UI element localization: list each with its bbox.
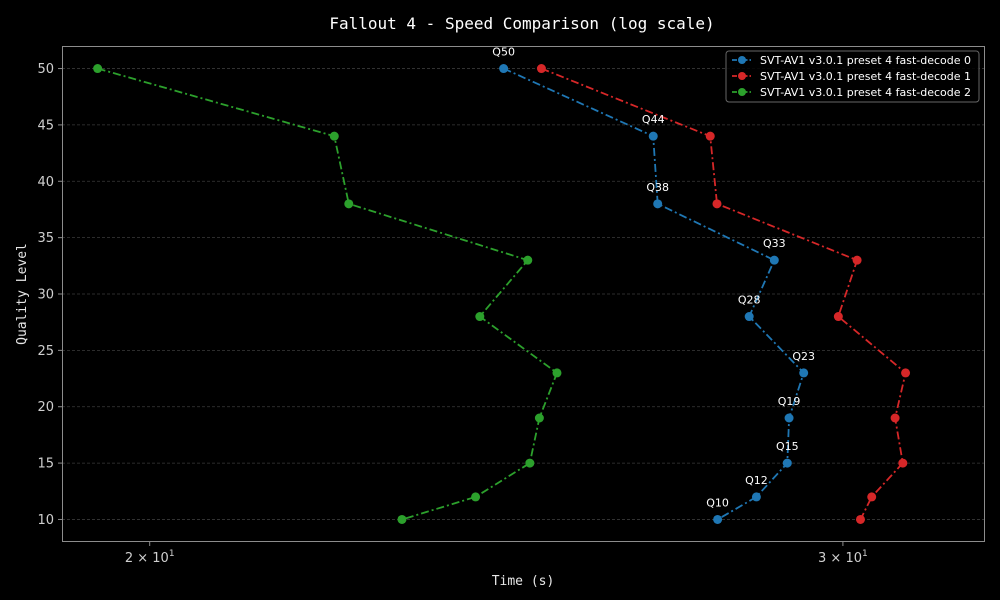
data-point (525, 458, 535, 468)
y-tick-label: 40 (37, 175, 54, 190)
y-tick-label: 45 (37, 118, 54, 133)
data-point (867, 492, 877, 502)
data-point (855, 514, 865, 524)
data-point (653, 199, 663, 209)
data-point (648, 131, 658, 141)
data-point (782, 458, 792, 468)
series-line (541, 67, 907, 520)
legend-swatch-marker (738, 88, 746, 96)
legend-label: SVT-AV1 v3.0.1 preset 4 fast-decode 1 (760, 70, 971, 83)
data-point (536, 64, 546, 74)
data-point (769, 255, 779, 265)
y-tick-label: 35 (37, 231, 54, 246)
data-point (852, 255, 862, 265)
series-0 (499, 64, 809, 524)
point-label: Q15 (776, 440, 799, 453)
point-label: Q33 (763, 237, 786, 250)
y-axis-ticks: 10 15 20 25 30 35 40 45 50 (37, 62, 62, 528)
x-tick-label: 2 × 101 (125, 549, 175, 566)
legend-swatch-marker (738, 56, 746, 64)
data-point (890, 413, 900, 423)
chart-title: Fallout 4 - Speed Comparison (log scale) (329, 14, 714, 33)
data-point (523, 255, 533, 265)
legend-item: SVT-AV1 v3.0.1 preset 4 fast-decode 1 (732, 70, 971, 83)
legend-label: SVT-AV1 v3.0.1 preset 4 fast-decode 0 (760, 54, 971, 67)
data-point (712, 199, 722, 209)
y-tick-label: 25 (37, 344, 54, 359)
point-labels: Q50 Q44 Q38 Q33 Q28 Q23 Q19 Q15 Q12 Q10 (492, 46, 815, 510)
point-label: Q50 (492, 46, 515, 59)
data-point (713, 514, 723, 524)
data-point (705, 131, 715, 141)
data-point (833, 312, 843, 322)
point-label: Q38 (646, 181, 669, 194)
data-point (499, 64, 509, 74)
data-point (784, 413, 794, 423)
legend: SVT-AV1 v3.0.1 preset 4 fast-decode 0 SVT… (725, 50, 980, 103)
y-axis-label: Quality Level (15, 243, 30, 345)
data-point (475, 312, 485, 322)
legend-item: SVT-AV1 v3.0.1 preset 4 fast-decode 2 (732, 86, 971, 99)
point-label: Q12 (745, 474, 768, 487)
data-point (901, 368, 911, 378)
data-point (799, 368, 809, 378)
point-label: Q23 (792, 350, 815, 363)
data-point (93, 64, 103, 74)
point-label: Q44 (642, 113, 665, 126)
x-tick-label: 3 × 101 (818, 549, 868, 566)
point-label: Q19 (778, 395, 801, 408)
y-tick-label: 15 (37, 457, 54, 472)
point-label: Q28 (738, 294, 761, 307)
y-tick-label: 20 (37, 400, 54, 415)
data-point (751, 492, 761, 502)
legend-box (725, 50, 980, 103)
y-tick-label: 30 (37, 288, 54, 303)
series-layer (93, 64, 911, 524)
x-axis-label: Time (s) (492, 574, 555, 589)
x-axis-ticks: 2 × 101 3 × 101 (125, 542, 868, 566)
data-point (471, 492, 481, 502)
data-point (344, 199, 354, 209)
plot-frame (62, 46, 985, 542)
series-line (503, 67, 805, 521)
legend-item: SVT-AV1 v3.0.1 preset 4 fast-decode 0 (732, 54, 971, 67)
data-point (552, 368, 562, 378)
grid (62, 68, 985, 520)
point-label: Q10 (706, 496, 729, 509)
data-point (898, 458, 908, 468)
y-tick-label: 10 (37, 513, 54, 528)
y-tick-label: 50 (37, 62, 54, 77)
legend-swatch-marker (738, 72, 746, 80)
series-2 (93, 64, 562, 524)
series-line (97, 67, 559, 521)
data-point (329, 131, 339, 141)
legend-label: SVT-AV1 v3.0.1 preset 4 fast-decode 2 (760, 86, 971, 99)
data-point (397, 514, 407, 524)
data-point (744, 312, 754, 322)
series-1 (536, 64, 911, 524)
data-point (534, 413, 544, 423)
